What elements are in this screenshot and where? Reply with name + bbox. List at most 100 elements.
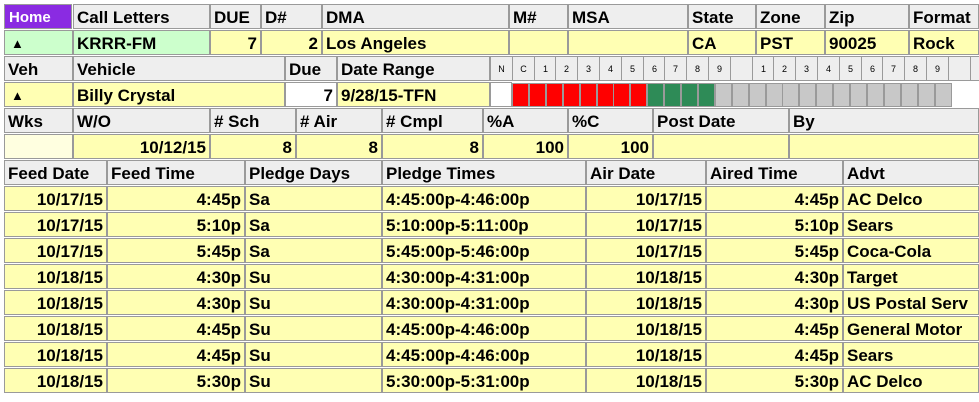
feed-time-cell: 4:30p: [107, 264, 245, 289]
aired-time-cell: 5:10p: [706, 212, 843, 237]
schedule-status-box[interactable]: [698, 83, 715, 107]
schedule-label: 1: [970, 56, 979, 81]
state-header: State: [688, 4, 756, 29]
vehicle-due-header: Due: [285, 56, 337, 81]
format-value: Rock: [909, 30, 979, 55]
schedule-status-box[interactable]: [749, 83, 766, 107]
schedule-status-box[interactable]: [529, 83, 546, 107]
call-letters-header: Call Letters: [73, 4, 210, 29]
pledge-days-header[interactable]: Pledge Days: [245, 160, 382, 185]
air-value: 8: [296, 134, 382, 159]
schedule-status-box[interactable]: [816, 83, 833, 107]
schedule-label: 4: [817, 56, 840, 81]
pledge-times-cell: 5:30:00p-5:31:00p: [382, 368, 586, 393]
schedule-label: 6: [643, 56, 666, 81]
pledge-days-cell: Su: [245, 316, 382, 341]
air-date-cell: 10/17/15: [586, 238, 706, 263]
schedule-status-box[interactable]: [715, 83, 732, 107]
call-letters-value[interactable]: KRRR-FM: [73, 30, 210, 55]
pledge-days-cell: Sa: [245, 238, 382, 263]
pledge-times-cell: 4:45:00p-4:46:00p: [382, 342, 586, 367]
schedule-status-box[interactable]: [647, 83, 664, 107]
schedule-status-box[interactable]: [833, 83, 850, 107]
pct-a-value: 100: [483, 134, 568, 159]
schedule-label: 1: [752, 56, 775, 81]
schedule-label: 7: [882, 56, 905, 81]
by-value: [789, 134, 979, 159]
air-date-cell: 10/18/15: [586, 264, 706, 289]
pledge-times-cell: 4:30:00p-4:31:00p: [382, 264, 586, 289]
schedule-status-box[interactable]: [664, 83, 681, 107]
schedule-label: 8: [904, 56, 927, 81]
schedule-status-box[interactable]: [580, 83, 597, 107]
schedule-status-box[interactable]: [766, 83, 783, 107]
schedule-label: 8: [686, 56, 709, 81]
schedule-status-box[interactable]: [597, 83, 614, 107]
schedule-label: N: [490, 56, 513, 81]
schedule-status-box[interactable]: [546, 83, 563, 107]
schedule-status-box[interactable]: [732, 83, 749, 107]
schedule-status-box[interactable]: [918, 83, 935, 107]
zip-header: Zip: [825, 4, 909, 29]
vehicle-due-input[interactable]: 7: [285, 82, 337, 107]
feed-time-cell: 4:45p: [107, 316, 245, 341]
aired-time-cell: 5:30p: [706, 368, 843, 393]
wks-header: Wks: [4, 108, 73, 133]
triangle-up-icon[interactable]: ▲: [4, 30, 73, 55]
feed-date-header[interactable]: Feed Date: [4, 160, 107, 185]
d-num-value: 2: [261, 30, 322, 55]
schedule-status-box[interactable]: [901, 83, 918, 107]
d-num-header: D#: [261, 4, 322, 29]
dma-value: Los Angeles: [322, 30, 509, 55]
schedule-label: 7: [664, 56, 687, 81]
feed-time-cell: 4:30p: [107, 290, 245, 315]
feed-date-cell: 10/18/15: [4, 316, 107, 341]
vehicle-name-value[interactable]: Billy Crystal: [73, 82, 285, 107]
air-date-cell: 10/18/15: [586, 342, 706, 367]
feed-time-header[interactable]: Feed Time: [107, 160, 245, 185]
feed-date-cell: 10/18/15: [4, 368, 107, 393]
wo-header: W/O: [73, 108, 210, 133]
aired-time-header[interactable]: Aired Time: [706, 160, 843, 185]
pledge-times-cell: 5:10:00p-5:11:00p: [382, 212, 586, 237]
due-header: DUE: [210, 4, 261, 29]
date-range-value: 9/28/15-TFN: [337, 82, 490, 107]
schedule-status-box[interactable]: [613, 83, 630, 107]
zip-value: 90025: [825, 30, 909, 55]
schedule-status-box[interactable]: [563, 83, 580, 107]
zone-value: PST: [756, 30, 825, 55]
pct-c-value: 100: [568, 134, 653, 159]
wks-empty-cell: [4, 134, 73, 159]
advt-cell: Coca-Cola: [843, 238, 979, 263]
vehicle-header: Vehicle: [73, 56, 285, 81]
advt-header[interactable]: Advt: [843, 160, 979, 185]
pledge-days-cell: Sa: [245, 212, 382, 237]
msa-header: MSA: [568, 4, 688, 29]
air-date-header[interactable]: Air Date: [586, 160, 706, 185]
due-value: 7: [210, 30, 261, 55]
triangle-up-icon[interactable]: ▲: [4, 82, 73, 107]
feed-time-cell: 5:30p: [107, 368, 245, 393]
schedule-status-box[interactable]: [867, 83, 884, 107]
schedule-status-box[interactable]: [850, 83, 867, 107]
schedule-status-box[interactable]: [782, 83, 799, 107]
schedule-spacer: [490, 82, 512, 107]
schedule-status-box[interactable]: [884, 83, 901, 107]
wo-value[interactable]: 10/12/15: [73, 134, 210, 159]
schedule-status-box[interactable]: [799, 83, 816, 107]
feed-time-cell: 4:45p: [107, 186, 245, 211]
advt-cell: Sears: [843, 342, 979, 367]
home-button[interactable]: Home: [4, 4, 72, 29]
schedule-status-box[interactable]: [630, 83, 647, 107]
advt-cell: Target: [843, 264, 979, 289]
pledge-times-header[interactable]: Pledge Times: [382, 160, 586, 185]
pledge-days-cell: Su: [245, 264, 382, 289]
feed-date-cell: 10/18/15: [4, 290, 107, 315]
schedule-status-box[interactable]: [681, 83, 698, 107]
aired-time-cell: 4:45p: [706, 316, 843, 341]
schedule-label: 3: [577, 56, 600, 81]
post-date-value: [653, 134, 789, 159]
schedule-status-box[interactable]: [512, 83, 529, 107]
schedule-status-box[interactable]: [935, 83, 952, 107]
sch-header: # Sch: [210, 108, 296, 133]
